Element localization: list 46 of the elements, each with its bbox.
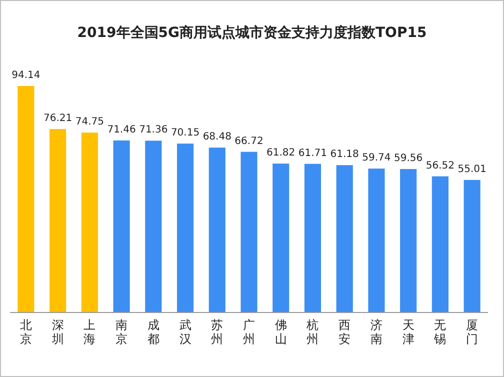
x-tick-label: 南京	[116, 318, 128, 346]
data-label: 70.15	[170, 128, 200, 139]
bar	[432, 176, 448, 312]
bar	[272, 164, 290, 312]
x-tick-label: 成都	[147, 318, 160, 346]
x-tick-label: 上海	[84, 318, 96, 346]
x-tick-label: 北京	[20, 318, 32, 346]
bar	[145, 140, 162, 312]
bar	[368, 168, 385, 312]
data-label: 61.71	[298, 148, 328, 159]
data-label: 59.56	[394, 153, 423, 164]
bar	[50, 129, 66, 312]
bar	[208, 148, 226, 312]
data-label: 74.75	[75, 116, 104, 128]
bar	[18, 86, 34, 312]
data-label: 55.01	[458, 164, 486, 175]
x-tick-label: 杭州	[306, 318, 319, 346]
data-label: 94.14	[12, 70, 40, 81]
data-label: 71.46	[107, 124, 136, 136]
bar	[464, 180, 480, 312]
data-label: 76.21	[43, 113, 72, 124]
x-tick-label: 济南	[370, 318, 382, 346]
x-tick-label: 武汉	[179, 318, 192, 346]
bar	[81, 132, 98, 312]
x-tick-label: 广州	[243, 318, 255, 346]
data-label: 59.74	[362, 152, 391, 164]
x-tick-label: 天津	[402, 318, 414, 346]
x-tick-label: 西安	[338, 318, 351, 346]
x-tick-label: 深圳	[50, 318, 64, 346]
data-label: 61.82	[266, 148, 296, 159]
x-tick-label: 厦门	[466, 318, 478, 346]
data-label: 56.52	[426, 160, 455, 172]
x-tick-label: 无锡	[433, 318, 446, 346]
data-label: 66.72	[234, 136, 264, 147]
data-label: 68.48	[202, 132, 232, 143]
bar	[400, 169, 417, 312]
data-label: 61.18	[330, 149, 359, 160]
bar	[304, 164, 322, 312]
bar	[113, 140, 130, 312]
bar	[240, 152, 258, 312]
x-tick-label: 佛山	[274, 318, 287, 346]
bar	[176, 144, 194, 312]
x-tick-label: 苏州	[211, 318, 224, 346]
bar	[336, 165, 353, 312]
data-label: 71.36	[139, 124, 168, 136]
chart-title: 2019年全国5G商用试点城市资金支持力度指数TOP15	[77, 24, 427, 41]
